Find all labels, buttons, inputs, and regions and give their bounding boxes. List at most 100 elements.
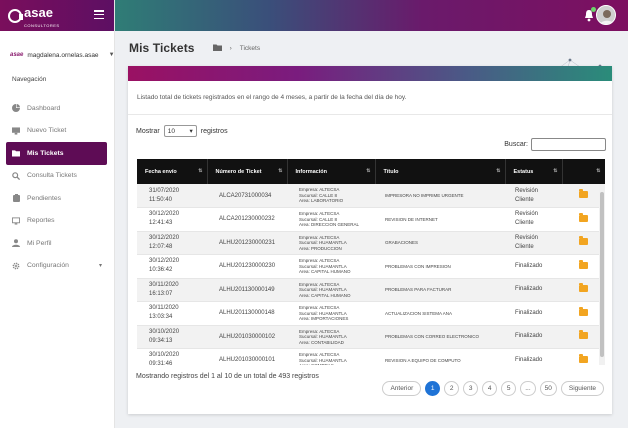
sidebar: asae CONSULTORES asae magdalena.ornelas.… [0, 0, 115, 428]
open-folder-icon[interactable] [579, 306, 588, 316]
info-sucursal: Sucursal: HUAMANTLA [299, 263, 347, 269]
time-text: 11:50:40 [149, 196, 172, 203]
page-title: Mis Tickets [129, 41, 195, 55]
pagination-prev-button[interactable]: Anterior [382, 381, 422, 396]
table-row[interactable]: 30/12/2020 10:36:42 ALHU201230000230 Empres… [137, 254, 605, 279]
date-text: 30/12/2020 [149, 258, 180, 265]
time-text: 09:34:13 [149, 337, 173, 344]
cell-ticket-number: ALHU201130000148 [207, 301, 287, 326]
table-row[interactable]: 30/12/2020 12:41:43 ALCA201230000232 Empres… [137, 207, 605, 232]
scroll-thumb[interactable] [600, 192, 604, 357]
info-area: Area: COMPRAS [299, 363, 334, 365]
column-header-fecha[interactable]: Fecha envío ⇅ [137, 159, 208, 184]
page-length-select[interactable]: 10 ▾ [163, 125, 197, 137]
pagination-page-1[interactable]: 1 [425, 381, 441, 396]
notification-dot [591, 7, 596, 12]
sidebar-item-nuevo-ticket[interactable]: Nuevo Ticket [0, 120, 114, 143]
open-folder-icon[interactable] [579, 212, 588, 222]
card-description: Listado total de tickets registrados en … [137, 94, 407, 101]
pagination-next-button[interactable]: Siguiente [560, 381, 604, 396]
column-header-numero[interactable]: Número de Ticket ⇅ [207, 159, 288, 184]
info-sucursal: Sucursal: HUAMANTLA [299, 287, 347, 292]
pagination-page-5[interactable]: 5 [501, 381, 517, 396]
info-area: Area: CONTABILIDAD [299, 339, 344, 345]
sidebar-item-dashboard[interactable]: Dashboard [0, 97, 114, 120]
search-input[interactable] [531, 138, 606, 151]
table-row[interactable]: 30/10/2020 09:31:46 ALHU201030000101 Empres… [137, 348, 605, 365]
desktop-icon [12, 127, 20, 135]
cell-titulo: REVISION A EQUIPO DE COMPUTO [375, 348, 505, 365]
sidebar-item-reportes[interactable]: Reportes [0, 210, 114, 233]
nav-title: Navegación [12, 76, 47, 83]
table-row[interactable]: 30/11/2020 16:13:07 ALHU201130000149 Empres… [137, 278, 605, 302]
table-row[interactable]: 30/11/2020 13:03:34 ALHU201130000148 Empres… [137, 301, 605, 326]
cell-acciones [562, 184, 605, 208]
sort-icon: ⇅ [198, 168, 203, 174]
info-empresa: Empresa: ALTECSA [299, 305, 340, 310]
sidebar-item-label: Reportes [27, 217, 55, 225]
page-length-control: Mostrar 10 ▾ registros [136, 125, 228, 137]
tickets-card: Listado total de tickets registrados en … [128, 66, 612, 414]
divider [128, 114, 612, 115]
pagination-page-4[interactable]: 4 [482, 381, 498, 396]
open-folder-icon[interactable] [579, 259, 588, 269]
cell-ticket-number: ALCA20731000034 [207, 184, 287, 208]
column-header-acciones[interactable]: ⇅ [562, 159, 605, 184]
folder-icon [12, 149, 20, 157]
time-text: 13:03:34 [149, 314, 173, 321]
pagination-page-50[interactable]: 50 [539, 381, 557, 396]
bell-icon[interactable] [584, 7, 596, 22]
sidebar-item-consulta-tickets[interactable]: Consulta Tickets [0, 165, 114, 188]
date-text: 30/10/2020 [149, 352, 180, 359]
cell-informacion: Empresa: ALTECSA Sucursal: CALLE 8 Area: D… [287, 207, 375, 232]
user-selector[interactable]: asae magdalena.ornelas.asae ▼ [0, 40, 115, 70]
status-text: Revisión [515, 187, 539, 194]
logo-tagline: CONSULTORES [24, 22, 60, 28]
hamburger-menu-icon[interactable] [94, 10, 104, 19]
user-icon [12, 239, 20, 248]
open-folder-icon[interactable] [579, 189, 588, 198]
sidebar-item-mi-perfil[interactable]: Mi Perfil [0, 232, 114, 255]
sidebar-item-configuracion[interactable]: Configuración ▾ [0, 255, 114, 278]
cell-fecha: 30/11/2020 16:13:07 [137, 278, 207, 302]
sidebar-item-mis-tickets[interactable]: Mis Tickets [6, 142, 107, 165]
pagination-ellipsis: ... [520, 381, 536, 396]
status-text: Revisión [515, 211, 539, 218]
open-folder-icon[interactable] [579, 330, 588, 340]
open-folder-icon[interactable] [579, 353, 588, 363]
sidebar-item-pendientes[interactable]: Pendientes [0, 187, 114, 210]
folder-icon[interactable] [212, 44, 222, 53]
column-header-titulo[interactable]: Título ⇅ [375, 159, 506, 184]
table-scrollbar[interactable] [599, 184, 605, 365]
info-sucursal: Sucursal: HUAMANTLA [299, 357, 347, 363]
column-header-estatus[interactable]: Estatus ⇅ [505, 159, 563, 184]
status-subtext: Cliente [515, 196, 534, 203]
info-empresa: Empresa: ALTECSA [299, 187, 340, 193]
search-control: Buscar: [504, 138, 606, 151]
open-folder-icon[interactable] [579, 283, 588, 293]
date-text: 31/07/2020 [149, 187, 180, 194]
table-row[interactable]: 31/07/2020 11:50:40 ALCA20731000034 Empresa… [137, 184, 605, 208]
sidebar-item-label: Nuevo Ticket [27, 127, 67, 135]
info-area: Area: DIRECCION GENERAL [299, 222, 360, 227]
cell-fecha: 30/10/2020 09:34:13 [137, 325, 207, 349]
brand-bar: asae CONSULTORES [0, 0, 114, 31]
cell-titulo: GRABACIONES [375, 231, 505, 255]
table-row[interactable]: 30/10/2020 09:34:13 ALHU201030000102 Empres… [137, 325, 605, 349]
breadcrumb-current: Tickets [239, 44, 261, 52]
cell-titulo: IMPRESORA NO IMPRIME URGENTE [375, 184, 505, 208]
column-header-informacion[interactable]: Información ⇅ [287, 159, 376, 184]
open-folder-icon[interactable] [579, 236, 588, 246]
pagination-page-3[interactable]: 3 [463, 381, 479, 396]
time-text: 12:41:43 [149, 220, 173, 227]
cell-ticket-number: ALHU201030000102 [207, 325, 287, 349]
table-row[interactable]: 30/12/2020 12:07:48 ALHU201230000231 Empres… [137, 231, 605, 255]
status-text: Revisión [515, 234, 539, 241]
pagination-page-2[interactable]: 2 [444, 381, 460, 396]
logo[interactable]: asae CONSULTORES [8, 4, 60, 28]
avatar[interactable] [596, 5, 616, 25]
